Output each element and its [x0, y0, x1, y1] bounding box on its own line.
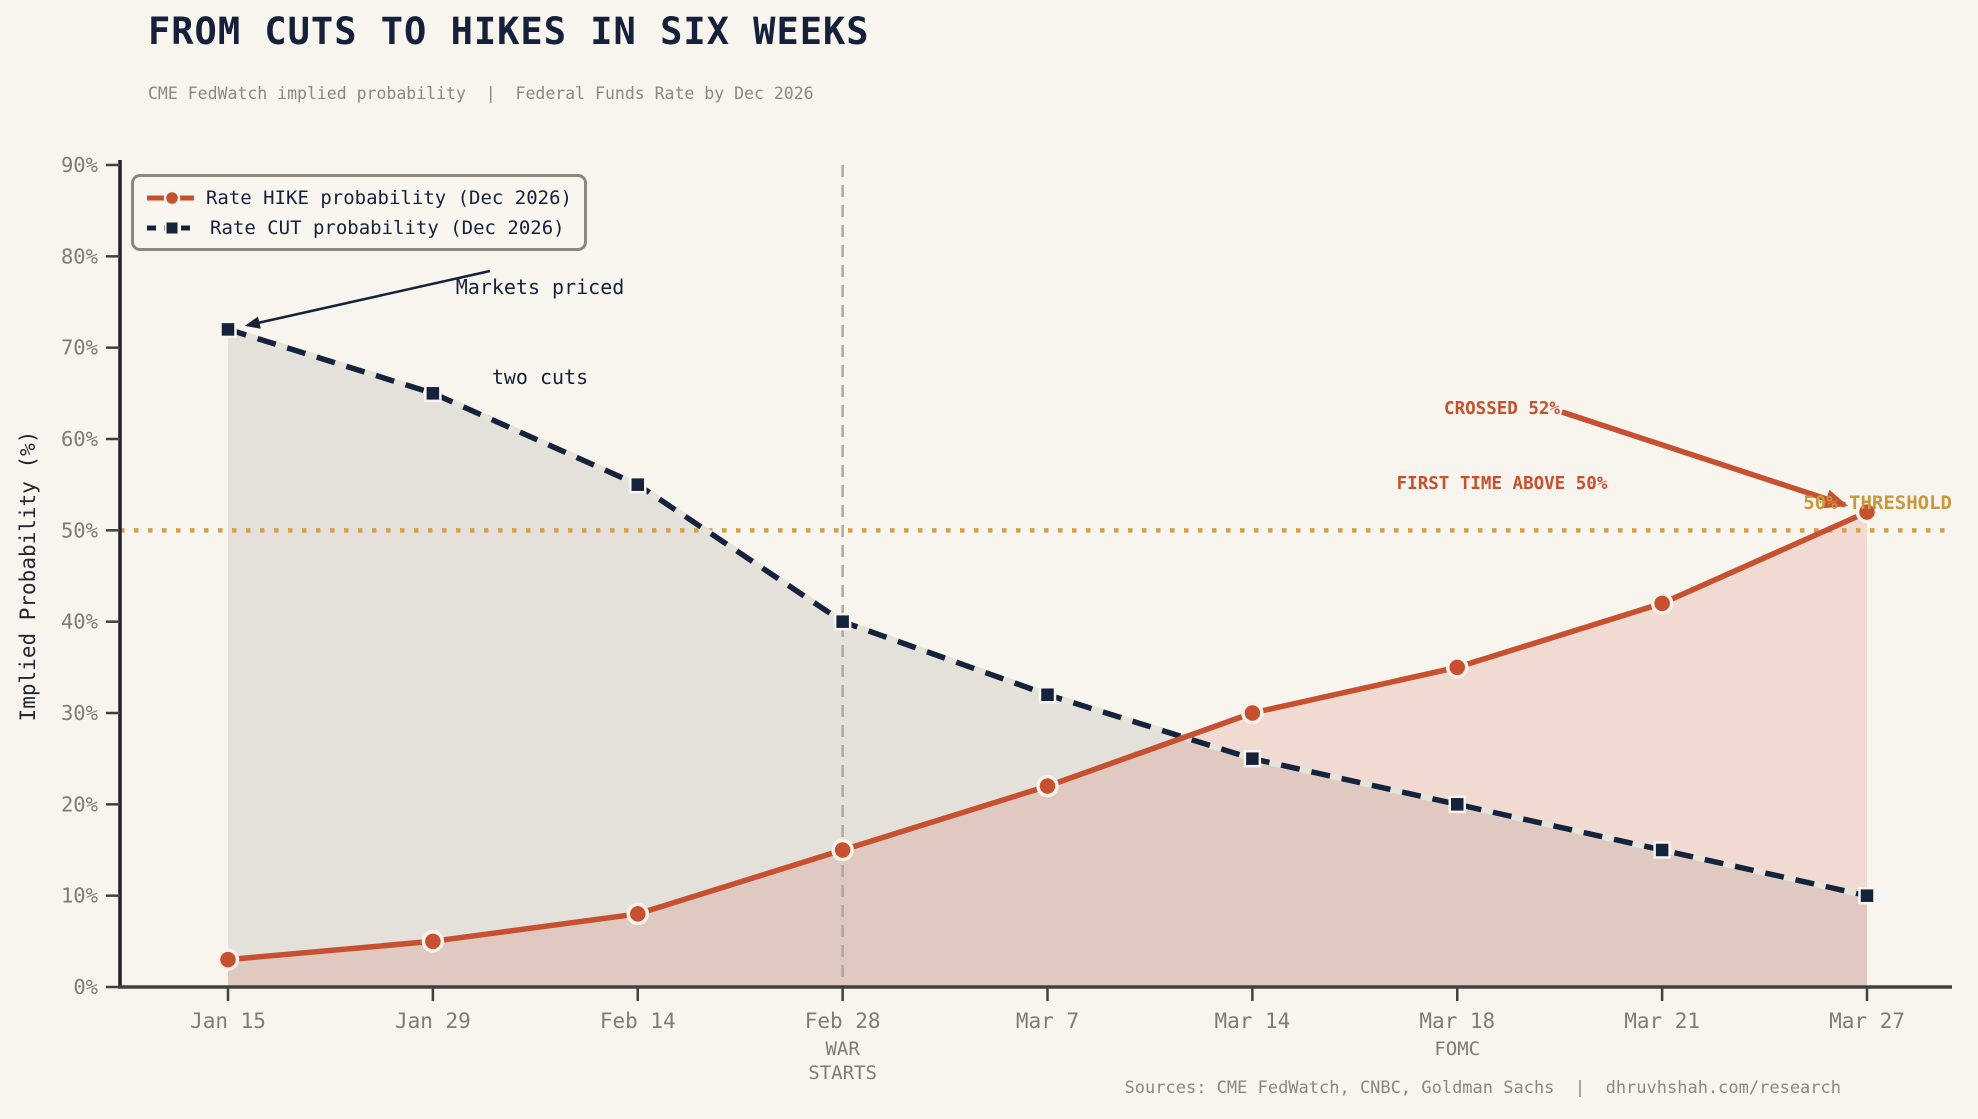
cut-data-point	[1038, 685, 1057, 704]
y-axis-title: Implied Probability (%)	[16, 430, 40, 722]
x-tick-sublabel: STARTS	[808, 1062, 877, 1084]
annotation-markets-priced-line1: Markets priced	[455, 275, 625, 299]
annotation-markets-priced-line2: two cuts	[491, 365, 589, 389]
cut-area-fill	[228, 329, 1867, 987]
annotation-markets-priced: Markets priced two cuts	[390, 212, 690, 452]
hike-data-point	[1446, 656, 1469, 679]
y-tick-label: 70%	[61, 336, 99, 360]
y-tick-label: 10%	[61, 884, 99, 908]
legend-label-cut: Rate CUT probability (Dec 2026)	[210, 216, 565, 239]
legend: Rate HIKE probability (Dec 2026) Rate CU…	[131, 174, 587, 251]
hike-data-point	[421, 930, 445, 953]
x-tick-label: Mar 7	[1016, 1009, 1079, 1033]
y-tick-label: 40%	[61, 610, 99, 634]
annotation-crossed-52-line2: FIRST TIME ABOVE 50%	[1396, 474, 1608, 494]
cut-data-point	[1653, 841, 1671, 859]
x-tick-label: Jan 15	[190, 1009, 266, 1033]
hike-data-point	[1650, 592, 1674, 615]
x-tick-sublabel: WAR	[825, 1038, 860, 1060]
y-tick-label: 80%	[61, 244, 99, 268]
cut-data-point	[629, 475, 647, 494]
hike-data-point	[626, 902, 649, 926]
hike-data-point	[831, 838, 854, 862]
hike-data-point	[1036, 774, 1059, 798]
y-tick-label: 60%	[61, 427, 99, 451]
cut-data-point	[1858, 886, 1876, 905]
footer-sources: Sources: CME FedWatch, CNBC, Goldman Sac…	[1124, 1078, 1841, 1098]
hike-area-fill	[228, 512, 1867, 987]
x-tick-label: Mar 14	[1214, 1009, 1290, 1033]
annotation-crossed-52: CROSSED 52% FIRST TIME ABOVE 50%	[1302, 347, 1702, 547]
cut-line-marker-icon	[147, 220, 197, 235]
cut-data-point	[833, 612, 852, 631]
x-tick-label: Feb 28	[805, 1009, 881, 1033]
y-tick-label: 90%	[61, 153, 99, 177]
chart-subtitle: CME FedWatch implied probability | Feder…	[148, 84, 814, 103]
threshold-label: 50% THRESHOLD	[1803, 492, 1952, 514]
hike-line-marker-icon	[147, 189, 194, 206]
markets-priced-arrow	[244, 269, 491, 329]
chart-title: FROM CUTS TO HIKES IN SIX WEEKS	[148, 10, 870, 53]
legend-label-hike: Rate HIKE probability (Dec 2026)	[205, 186, 572, 209]
cut-data-point	[1243, 749, 1262, 768]
cut-data-point	[1448, 795, 1466, 814]
hike-data-point	[1855, 500, 1879, 524]
legend-item-cut: Rate CUT probability (Dec 2026)	[146, 214, 572, 241]
hike-data-point	[216, 948, 240, 971]
annotation-crossed-52-line1: CROSSED 52%	[1444, 399, 1560, 419]
x-tick-label: Mar 21	[1624, 1009, 1700, 1033]
cut-data-point	[219, 320, 237, 339]
legend-item-hike: Rate HIKE probability (Dec 2026)	[146, 184, 572, 211]
cut-data-point	[424, 384, 442, 403]
y-tick-label: 20%	[61, 792, 99, 816]
x-tick-label: Jan 29	[395, 1009, 471, 1033]
x-tick-label: Mar 18	[1419, 1009, 1495, 1033]
y-tick-label: 50%	[61, 518, 99, 542]
x-tick-label: Mar 27	[1829, 1009, 1905, 1033]
crossed-52-arrow	[1561, 409, 1849, 509]
x-tick-label: Feb 14	[600, 1009, 676, 1033]
x-tick-sublabel: FOMC	[1434, 1038, 1480, 1060]
y-tick-label: 30%	[61, 701, 99, 725]
y-tick-label: 0%	[73, 975, 98, 999]
hike-data-point	[1241, 701, 1264, 725]
